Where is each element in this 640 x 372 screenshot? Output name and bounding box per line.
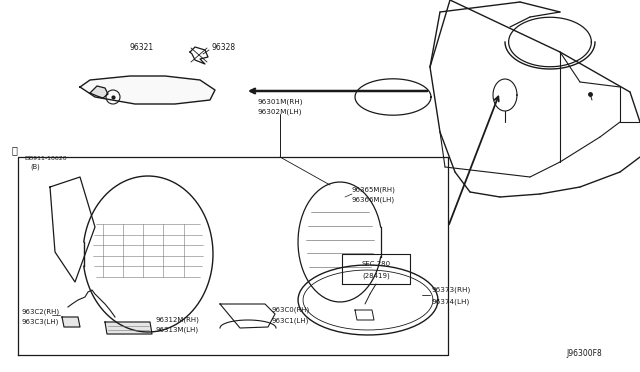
Text: (28419): (28419) <box>362 272 390 279</box>
Polygon shape <box>105 322 152 334</box>
Polygon shape <box>62 317 80 327</box>
Text: 96373(RH): 96373(RH) <box>432 287 471 293</box>
Text: 963C0(RH): 963C0(RH) <box>272 307 310 313</box>
Text: 96312M(RH): 96312M(RH) <box>155 317 199 323</box>
Text: (B): (B) <box>30 164 40 170</box>
Text: SEC.280: SEC.280 <box>362 262 390 267</box>
Text: DB911-10620: DB911-10620 <box>24 157 67 161</box>
Text: 96302M(LH): 96302M(LH) <box>258 109 303 115</box>
Text: 96321: 96321 <box>130 42 154 51</box>
Text: 963C1(LH): 963C1(LH) <box>272 318 309 324</box>
Text: 96374(LH): 96374(LH) <box>432 299 470 305</box>
Text: J96300F8: J96300F8 <box>566 350 602 359</box>
Text: 96328: 96328 <box>212 44 236 52</box>
Polygon shape <box>80 76 215 104</box>
Text: ⓝ: ⓝ <box>12 145 18 155</box>
Text: 96301M(RH): 96301M(RH) <box>258 99 303 105</box>
Polygon shape <box>90 86 108 98</box>
Text: 963C2(RH): 963C2(RH) <box>22 309 60 315</box>
Text: 963C3(LH): 963C3(LH) <box>22 319 60 325</box>
Text: 96365M(RH): 96365M(RH) <box>352 187 396 193</box>
Text: 96366M(LH): 96366M(LH) <box>352 197 395 203</box>
Text: 96313M(LH): 96313M(LH) <box>155 327 198 333</box>
